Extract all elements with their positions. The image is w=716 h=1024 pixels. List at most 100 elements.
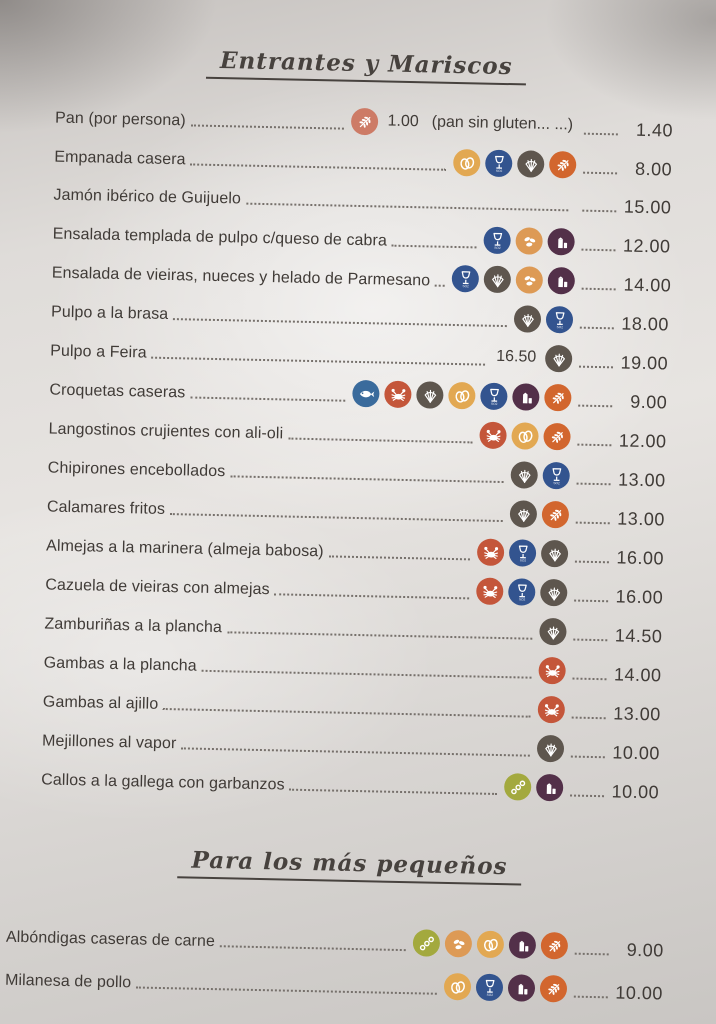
menu-item-row: Pan (por persona) 1.00 (pan sin gluten...… [55, 102, 673, 143]
soy-icon [503, 773, 532, 801]
menu-item-row: Milanesa de pollo SO2 10.00 [5, 964, 663, 1006]
sulfites-icon: SO2 [545, 305, 574, 334]
menu-item-name: Mejillones al vapor [41, 732, 177, 753]
dotted-leader [219, 945, 406, 952]
menu-item-name: Almejas a la marinera (almeja babosa) [45, 537, 324, 561]
dotted-leader [190, 163, 447, 171]
dotted-leader [328, 555, 470, 561]
gluten-icon [548, 150, 577, 179]
sulfites-icon: SO2 [452, 264, 480, 293]
menu-item-price: 10.00 [611, 781, 660, 803]
menu-item-allergens: 1.00 (pan sin gluten... ...) [351, 107, 577, 141]
egg-icon [476, 930, 505, 959]
milk-icon [548, 266, 576, 295]
menu-item-price: 19.00 [620, 352, 669, 374]
dotted-leader [435, 284, 446, 287]
dotted-leader [201, 669, 532, 679]
sulfites-icon: SO2 [483, 226, 511, 255]
gluten-icon [543, 422, 571, 451]
sulfites-icon: SO2 [480, 382, 508, 411]
dotted-leader-short [583, 132, 618, 136]
mollusc-icon [540, 539, 569, 568]
dotted-leader-short [574, 952, 609, 956]
menu-item-price: 13.00 [617, 469, 666, 491]
dotted-leader [289, 788, 498, 795]
mollusc-icon [516, 150, 545, 178]
mollusc-icon [484, 265, 512, 294]
dotted-leader [190, 124, 345, 130]
sulfites-icon: SO2 [475, 973, 504, 1002]
soy-icon [412, 929, 441, 957]
menu-item-row: Mejillones al vapor 10.00 [42, 724, 660, 765]
menu-item-allergens [412, 929, 569, 960]
sulfites-icon: SO2 [508, 578, 536, 606]
menu-item-name: Gambas a la plancha [43, 654, 197, 675]
menu-item-name: Pan (por persona) [54, 109, 186, 130]
section-entrantes-items: Pan (por persona) 1.00 (pan sin gluten...… [0, 101, 716, 806]
svg-text:SO2: SO2 [495, 168, 502, 172]
mollusc-icon [513, 305, 542, 333]
menu-item-row: Pulpo a la brasa SO2 18.00 [51, 296, 669, 337]
mollusc-icon [544, 344, 573, 373]
section-title-pequenos: Para los más pequeños [177, 846, 522, 886]
svg-text:SO2: SO2 [556, 325, 563, 329]
milk-icon [512, 383, 540, 411]
menu-item-allergens: SO2 [476, 538, 569, 569]
milk-icon [507, 974, 536, 1002]
menu-item-row: Ensalada de vieiras, nueces y helado de … [52, 257, 672, 298]
menu-item-price: 14.00 [613, 664, 662, 686]
menu-item-price: 14.50 [614, 625, 663, 647]
dotted-leader-short [576, 482, 611, 486]
dotted-leader [288, 437, 473, 444]
gluten-icon [541, 500, 570, 529]
menu-item-name: Callos a la gallega con garbanzos [41, 771, 285, 794]
egg-icon [452, 148, 481, 177]
menu-item-price: 10.00 [615, 982, 664, 1004]
svg-text:SO2: SO2 [519, 558, 526, 562]
menu-item-allergens: SO2 [510, 461, 571, 490]
menu-item-name: Gambas al ajillo [42, 693, 159, 713]
dotted-leader-short [572, 677, 607, 681]
egg-icon [511, 422, 539, 450]
menu-item-allergens [538, 656, 566, 686]
menu-item-price: 13.00 [613, 703, 661, 725]
menu-item-price: 16.00 [616, 547, 665, 569]
egg-icon [448, 381, 476, 410]
menu-item-row: Ensalada templada de pulpo c/queso de ca… [52, 218, 671, 259]
menu-item-mid-text: (pan sin gluten... ...) [431, 113, 574, 134]
menu-item-row: Chipirones encebollados SO2 13.00 [48, 452, 666, 493]
dotted-leader-short [571, 716, 606, 720]
dotted-leader [163, 707, 531, 718]
menu-item-name: Chipirones encebollados [47, 459, 226, 481]
menu-item-mid-text: 16.50 [495, 347, 537, 366]
dotted-leader [274, 593, 470, 600]
menu-item-mid-text: 1.00 [387, 112, 419, 131]
dotted-leader-short [575, 521, 610, 525]
svg-text:SO2: SO2 [553, 481, 560, 485]
menu-item-price: 9.00 [626, 939, 665, 961]
menu-item-row: Jamón ibérico de Guijuelo 15.00 [53, 180, 671, 220]
menu-item-name: Pulpo a la brasa [50, 303, 169, 323]
menu-item-price: 8.00 [634, 158, 673, 180]
menu-item-allergens: SO2 [476, 577, 568, 608]
section-entrantes-header: Entrantes y Mariscos [8, 43, 716, 90]
dotted-leader-short [583, 171, 618, 175]
menu-item-allergens: SO2 [513, 305, 574, 334]
crustacean-icon [537, 695, 566, 724]
milk-icon [535, 773, 564, 802]
crustacean-icon [538, 656, 566, 685]
menu-item-row: Gambas a la plancha 14.00 [43, 646, 662, 687]
mollusc-icon [539, 617, 567, 646]
menu-item-name: Albóndigas caseras de carne [5, 928, 216, 951]
dotted-leader [173, 318, 507, 328]
sulfites-icon: SO2 [542, 461, 571, 490]
nuts-icon [516, 266, 544, 294]
dotted-leader [230, 475, 504, 484]
dotted-leader-short [579, 365, 614, 369]
menu-item-row: Zamburiñas a la plancha 14.50 [44, 607, 662, 648]
mollusc-icon [509, 500, 538, 528]
menu-item-allergens [539, 617, 567, 647]
dotted-leader-short [570, 794, 605, 798]
dotted-leader [391, 244, 477, 249]
dotted-leader-short [574, 599, 609, 603]
